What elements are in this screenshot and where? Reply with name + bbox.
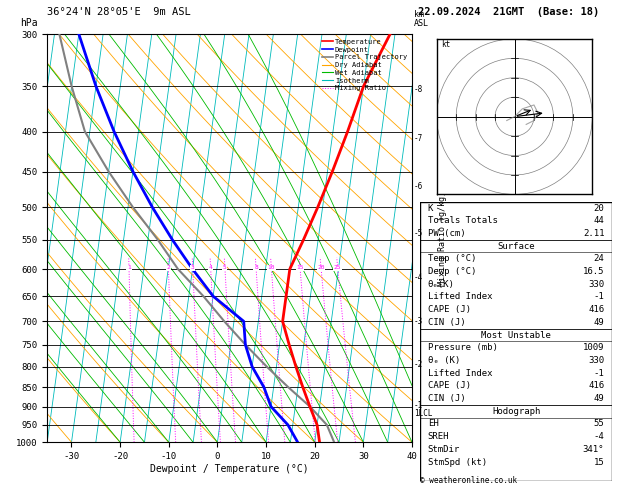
Text: Totals Totals: Totals Totals xyxy=(428,216,498,225)
Text: StmSpd (kt): StmSpd (kt) xyxy=(428,458,487,467)
Text: 1009: 1009 xyxy=(583,343,604,352)
Text: 1LCL: 1LCL xyxy=(414,410,432,418)
Text: -4: -4 xyxy=(594,432,604,441)
Text: Lifted Index: Lifted Index xyxy=(428,293,493,301)
Text: Temp (°C): Temp (°C) xyxy=(428,254,476,263)
Text: -2: -2 xyxy=(414,360,423,369)
Text: 22.09.2024  21GMT  (Base: 18): 22.09.2024 21GMT (Base: 18) xyxy=(418,7,599,17)
Text: 416: 416 xyxy=(588,305,604,314)
Text: Hodograph: Hodograph xyxy=(492,407,540,416)
Text: 330: 330 xyxy=(588,356,604,365)
Text: SREH: SREH xyxy=(428,432,449,441)
Text: 24: 24 xyxy=(594,254,604,263)
Text: Surface: Surface xyxy=(498,242,535,251)
X-axis label: Dewpoint / Temperature (°C): Dewpoint / Temperature (°C) xyxy=(150,464,309,474)
Text: © weatheronline.co.uk: © weatheronline.co.uk xyxy=(420,476,517,485)
Text: 2.11: 2.11 xyxy=(583,229,604,238)
Text: 16.5: 16.5 xyxy=(583,267,604,276)
Text: CAPE (J): CAPE (J) xyxy=(428,382,471,390)
Text: 330: 330 xyxy=(588,280,604,289)
Text: 341°: 341° xyxy=(583,445,604,454)
Text: CIN (J): CIN (J) xyxy=(428,394,465,403)
Text: CAPE (J): CAPE (J) xyxy=(428,305,471,314)
Text: km
ASL: km ASL xyxy=(414,10,429,28)
Text: 4: 4 xyxy=(209,265,213,270)
Text: Dewp (°C): Dewp (°C) xyxy=(428,267,476,276)
Text: 15: 15 xyxy=(594,458,604,467)
Text: -1: -1 xyxy=(594,369,604,378)
Text: 5: 5 xyxy=(223,265,227,270)
Text: 2: 2 xyxy=(167,265,170,270)
Text: 36°24'N 28°05'E  9m ASL: 36°24'N 28°05'E 9m ASL xyxy=(47,7,191,17)
Text: -5: -5 xyxy=(414,229,423,238)
Text: CIN (J): CIN (J) xyxy=(428,318,465,327)
Text: 8: 8 xyxy=(254,265,258,270)
Text: 10: 10 xyxy=(267,265,275,270)
Text: θₑ (K): θₑ (K) xyxy=(428,356,460,365)
Text: -7: -7 xyxy=(414,134,423,143)
Text: 55: 55 xyxy=(594,419,604,429)
Text: -1: -1 xyxy=(594,293,604,301)
Text: Most Unstable: Most Unstable xyxy=(481,330,551,340)
Text: PW (cm): PW (cm) xyxy=(428,229,465,238)
Text: Mixing Ratio (g/kg): Mixing Ratio (g/kg) xyxy=(438,191,447,286)
Text: Pressure (mb): Pressure (mb) xyxy=(428,343,498,352)
Legend: Temperature, Dewpoint, Parcel Trajectory, Dry Adiabat, Wet Adiabat, Isotherm, Mi: Temperature, Dewpoint, Parcel Trajectory… xyxy=(321,37,408,93)
Text: EH: EH xyxy=(428,419,438,429)
Text: StmDir: StmDir xyxy=(428,445,460,454)
Text: 3: 3 xyxy=(191,265,194,270)
Text: 25: 25 xyxy=(334,265,342,270)
Text: hPa: hPa xyxy=(20,18,38,28)
Text: kt: kt xyxy=(441,40,450,49)
Text: 49: 49 xyxy=(594,394,604,403)
Text: Lifted Index: Lifted Index xyxy=(428,369,493,378)
Text: 416: 416 xyxy=(588,382,604,390)
Text: -4: -4 xyxy=(414,274,423,282)
Text: 15: 15 xyxy=(296,265,304,270)
Text: 20: 20 xyxy=(594,204,604,212)
Text: 20: 20 xyxy=(317,265,325,270)
Text: -3: -3 xyxy=(414,317,423,326)
Text: -1: -1 xyxy=(414,401,423,410)
Text: 44: 44 xyxy=(594,216,604,225)
Text: -6: -6 xyxy=(414,182,423,191)
Text: θₑ(K): θₑ(K) xyxy=(428,280,455,289)
Text: -8: -8 xyxy=(414,85,423,94)
Text: 1: 1 xyxy=(127,265,131,270)
Text: K: K xyxy=(428,204,433,212)
Text: 49: 49 xyxy=(594,318,604,327)
